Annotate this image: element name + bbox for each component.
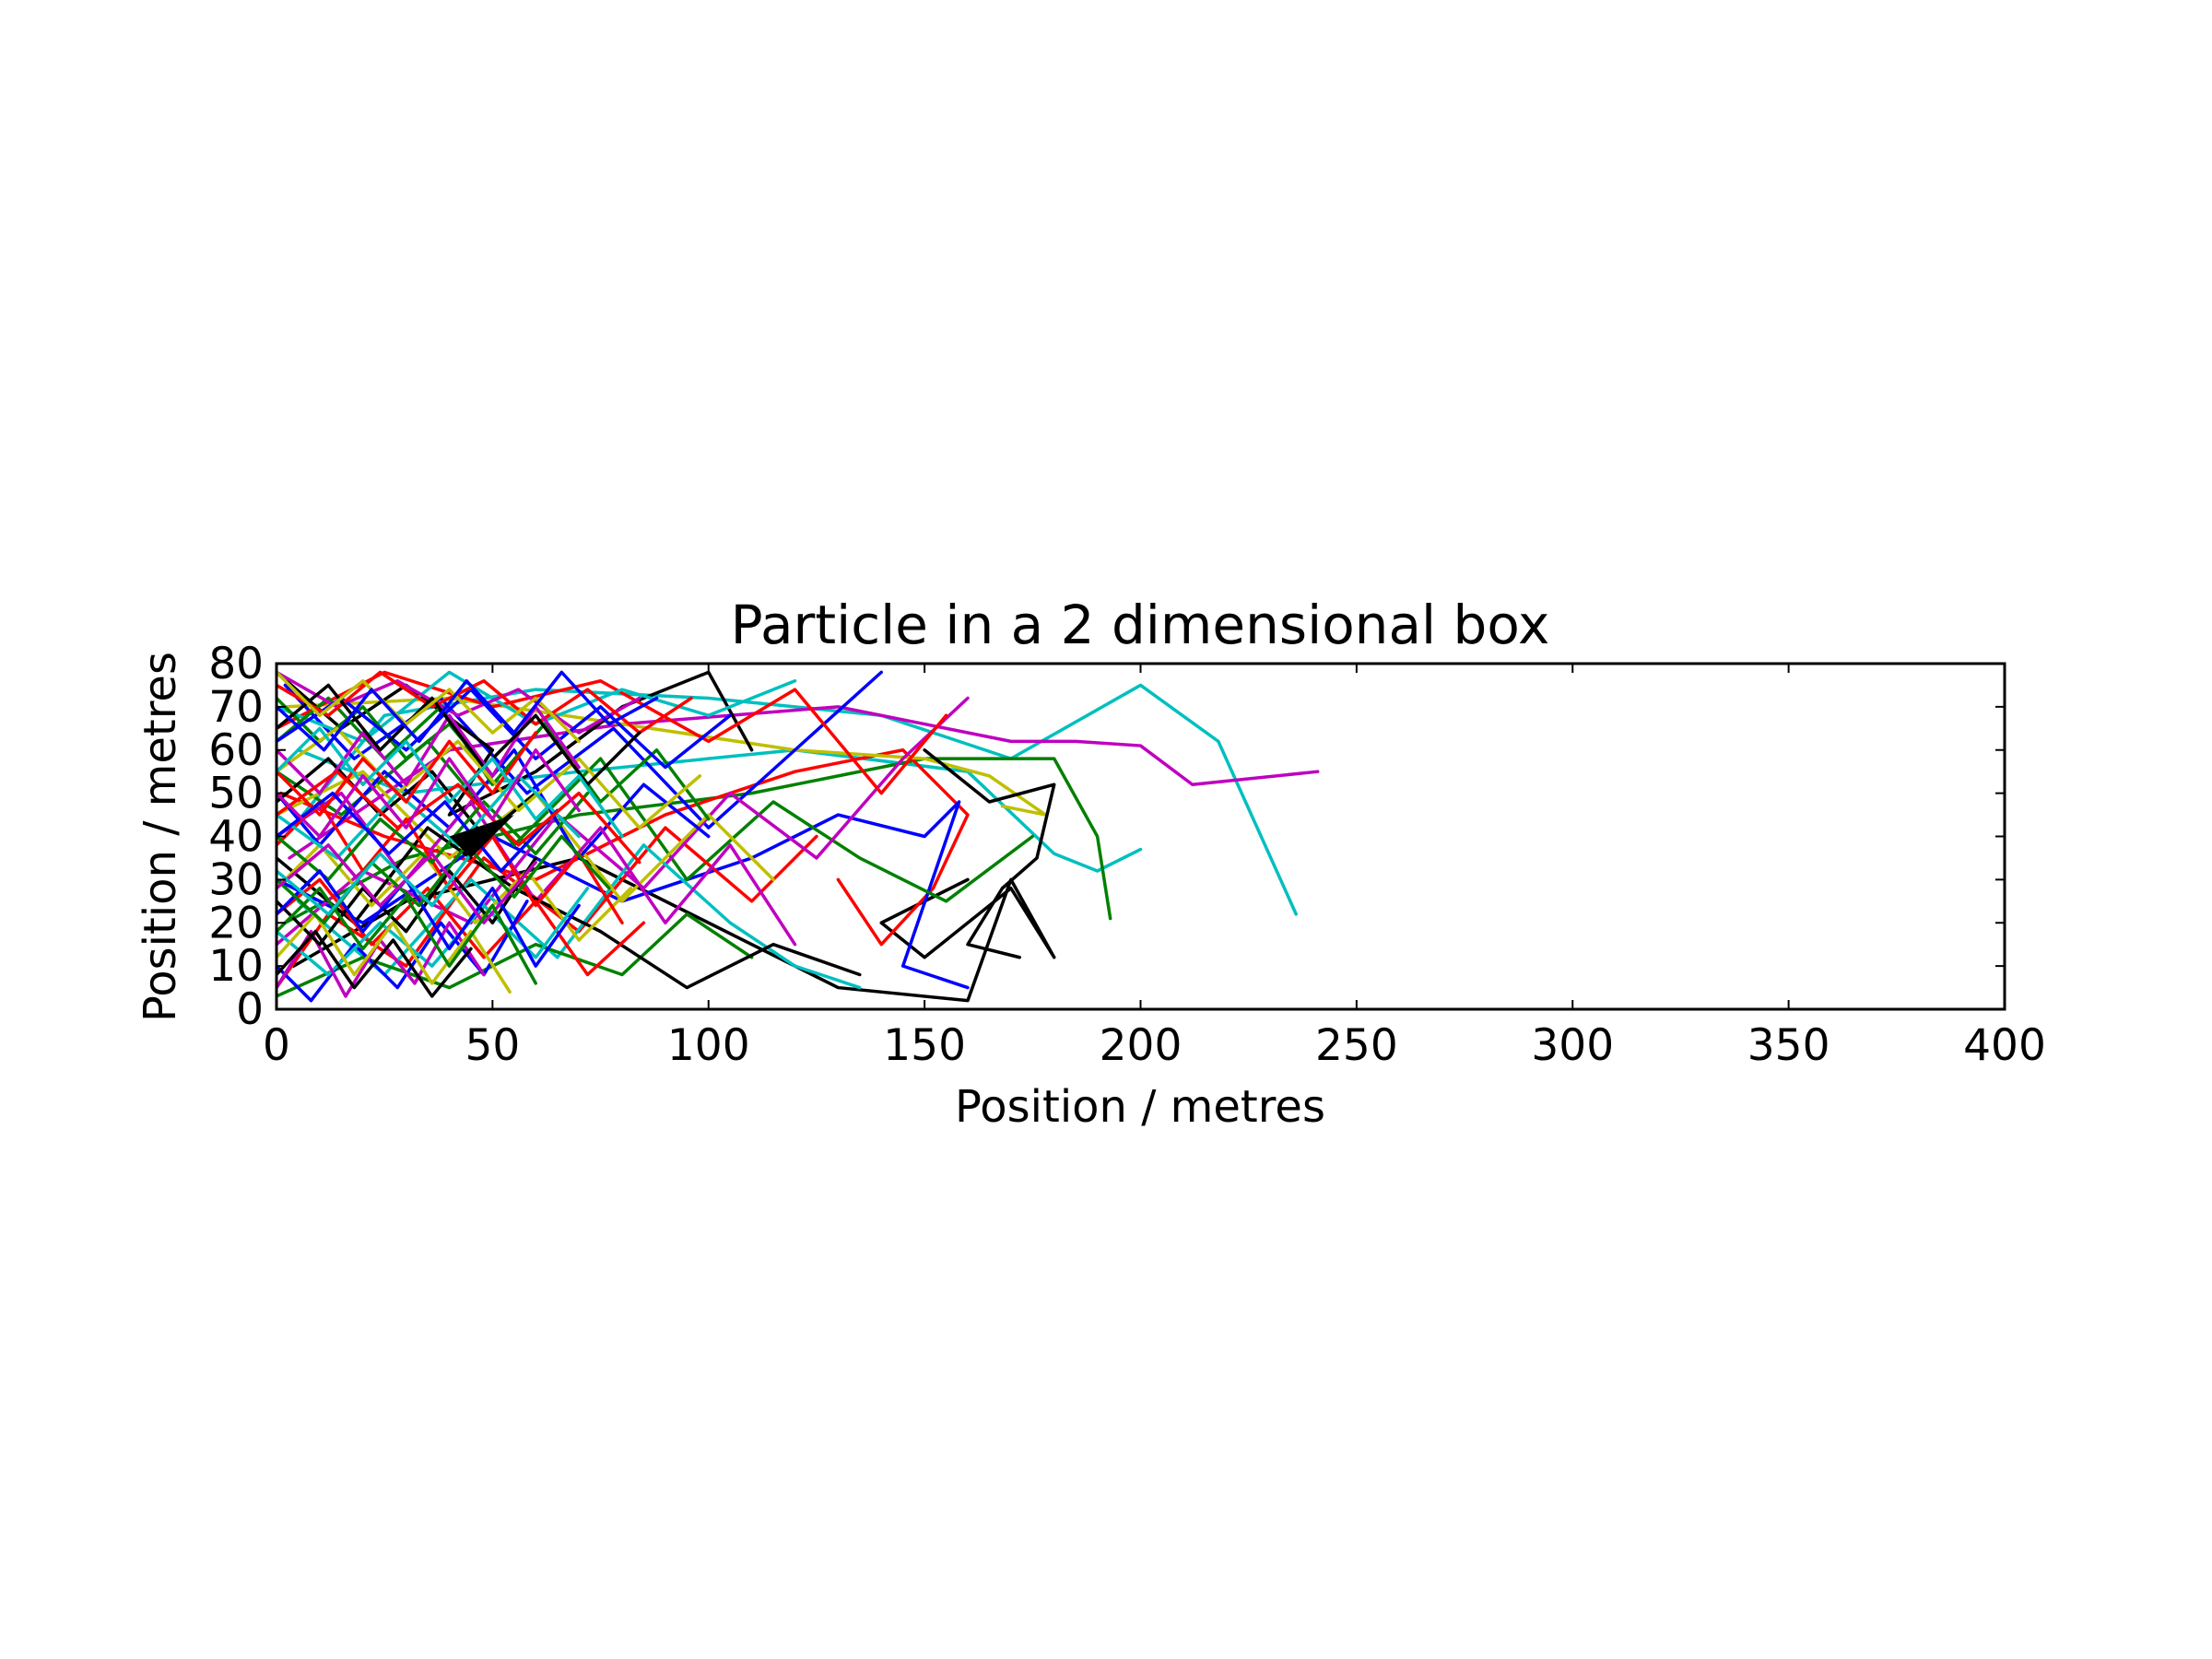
y-tick-label: 60 (208, 725, 264, 776)
trajectory-line-49 (276, 929, 473, 998)
x-tick-label: 100 (667, 1020, 750, 1071)
x-tick-label: 0 (263, 1020, 290, 1071)
filled-region-1 (449, 815, 514, 858)
trajectory-line-45 (276, 791, 559, 873)
y-tick-label: 50 (208, 769, 264, 819)
trajectory-line-48 (276, 670, 581, 744)
trajectory-line-40 (276, 705, 581, 795)
x-tick-label: 250 (1315, 1020, 1398, 1071)
trajectory-line-52 (276, 670, 659, 752)
x-tick-label: 150 (883, 1020, 966, 1071)
trajectory-line-23 (276, 877, 646, 977)
y-tick-label: 0 (236, 984, 264, 1035)
trajectory-line-43 (276, 731, 537, 817)
trajectory-line-54 (276, 748, 581, 839)
x-tick-label: 300 (1531, 1020, 1614, 1071)
y-tick-label: 20 (208, 898, 264, 948)
trajectory-line-37 (276, 791, 590, 882)
trajectory-line-18 (276, 912, 754, 998)
trajectory-line-14 (296, 843, 862, 990)
y-tick-label: 30 (208, 854, 264, 905)
y-axis-label: Position / metres (135, 652, 186, 1022)
y-tick-label: 40 (208, 812, 264, 863)
trajectory-line-34 (276, 726, 702, 830)
trajectory-line-44 (276, 834, 611, 924)
plot-area (276, 670, 1320, 1003)
trajectory-line-9 (923, 748, 1056, 959)
trajectory-line-29 (276, 800, 624, 924)
trajectory-line-2 (288, 705, 1320, 860)
trajectory-line-53 (276, 834, 486, 916)
trajectory-line-38 (276, 869, 581, 968)
trajectory-line-51 (276, 887, 537, 985)
trajectory-line-42 (276, 683, 641, 786)
chart-title: Particle in a 2 dimensional box (731, 594, 1550, 656)
trajectory-line-3 (296, 748, 1143, 873)
trajectory-line-19 (276, 748, 711, 860)
trajectory-line-17 (276, 670, 948, 795)
x-tick-label: 350 (1747, 1020, 1830, 1071)
y-tick-label: 70 (208, 682, 264, 733)
x-axis: 0 50 100 150 200 250 300 350 400 (263, 664, 2046, 1071)
trajectory-line-50 (276, 770, 641, 865)
trajectory-line-35 (276, 856, 537, 947)
trajectory-line-7 (276, 800, 970, 990)
trajectory-line-30 (276, 887, 590, 977)
y-tick-label: 10 (208, 941, 264, 992)
x-tick-label: 50 (465, 1020, 520, 1071)
y-tick-label: 80 (208, 639, 264, 689)
x-tick-label: 400 (1963, 1020, 2046, 1071)
x-tick-label: 200 (1100, 1020, 1182, 1071)
x-axis-label: Position / metres (955, 1081, 1325, 1133)
